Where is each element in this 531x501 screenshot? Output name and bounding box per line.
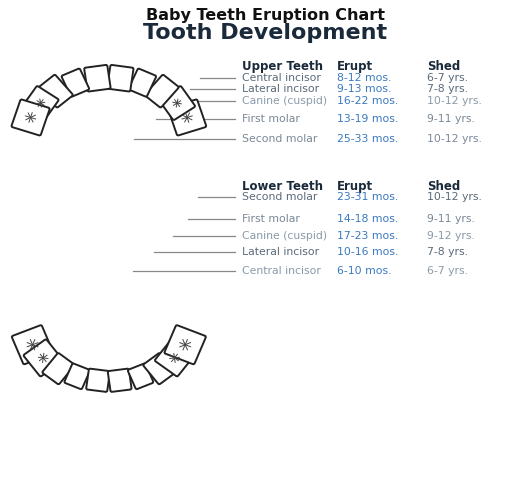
FancyBboxPatch shape [107, 65, 133, 92]
Text: 10-12 yrs.: 10-12 yrs. [427, 192, 482, 202]
FancyBboxPatch shape [155, 340, 194, 376]
FancyBboxPatch shape [86, 369, 110, 392]
Text: Shed: Shed [427, 180, 461, 193]
FancyBboxPatch shape [128, 364, 153, 389]
Text: 7-8 yrs.: 7-8 yrs. [427, 84, 468, 94]
Text: Second molar: Second molar [242, 192, 317, 202]
Text: 14-18 mos.: 14-18 mos. [337, 214, 398, 224]
Text: 6-7 yrs.: 6-7 yrs. [427, 73, 468, 83]
Text: 6-7 yrs.: 6-7 yrs. [427, 266, 468, 276]
Text: Erupt: Erupt [337, 60, 373, 73]
Text: 9-11 yrs.: 9-11 yrs. [427, 214, 475, 224]
Text: Lower Teeth: Lower Teeth [242, 180, 323, 193]
Text: 13-19 mos.: 13-19 mos. [337, 114, 398, 124]
Text: 6-10 mos.: 6-10 mos. [337, 266, 392, 276]
FancyBboxPatch shape [108, 369, 132, 392]
Text: 9-13 mos.: 9-13 mos. [337, 84, 391, 94]
Text: 10-12 yrs.: 10-12 yrs. [427, 96, 482, 106]
Text: 16-22 mos.: 16-22 mos. [337, 96, 398, 106]
Text: Shed: Shed [427, 60, 461, 73]
Text: Second molar: Second molar [242, 134, 317, 144]
Text: Lateral incisor: Lateral incisor [242, 246, 319, 257]
Text: 23-31 mos.: 23-31 mos. [337, 192, 398, 202]
Text: Erupt: Erupt [337, 180, 373, 193]
Text: Tooth Development: Tooth Development [143, 23, 388, 43]
FancyBboxPatch shape [12, 100, 49, 135]
Text: Upper Teeth: Upper Teeth [242, 60, 323, 73]
Text: Canine (cuspid): Canine (cuspid) [242, 96, 327, 106]
Text: Central incisor: Central incisor [242, 73, 321, 83]
FancyBboxPatch shape [24, 340, 63, 376]
Text: 17-23 mos.: 17-23 mos. [337, 231, 398, 241]
FancyBboxPatch shape [165, 325, 206, 364]
FancyBboxPatch shape [84, 65, 110, 92]
FancyBboxPatch shape [145, 75, 178, 107]
FancyBboxPatch shape [39, 75, 73, 107]
FancyBboxPatch shape [23, 86, 58, 120]
Text: 8-12 mos.: 8-12 mos. [337, 73, 391, 83]
Text: 7-8 yrs.: 7-8 yrs. [427, 246, 468, 257]
Text: First molar: First molar [242, 214, 299, 224]
FancyBboxPatch shape [129, 69, 156, 97]
Text: Canine (cuspid): Canine (cuspid) [242, 231, 327, 241]
Text: Baby Teeth Eruption Chart: Baby Teeth Eruption Chart [146, 8, 385, 23]
Text: First molar: First molar [242, 114, 299, 124]
Text: 9-12 yrs.: 9-12 yrs. [427, 231, 475, 241]
Text: 25-33 mos.: 25-33 mos. [337, 134, 398, 144]
FancyBboxPatch shape [64, 364, 90, 389]
FancyBboxPatch shape [159, 86, 195, 120]
FancyBboxPatch shape [62, 69, 89, 97]
FancyBboxPatch shape [143, 353, 175, 384]
FancyBboxPatch shape [12, 325, 53, 364]
Text: 10-16 mos.: 10-16 mos. [337, 246, 399, 257]
Text: 9-11 yrs.: 9-11 yrs. [427, 114, 475, 124]
FancyBboxPatch shape [42, 353, 74, 384]
FancyBboxPatch shape [168, 100, 206, 135]
Text: 10-12 yrs.: 10-12 yrs. [427, 134, 482, 144]
Text: Central incisor: Central incisor [242, 266, 321, 276]
Text: Lateral incisor: Lateral incisor [242, 84, 319, 94]
